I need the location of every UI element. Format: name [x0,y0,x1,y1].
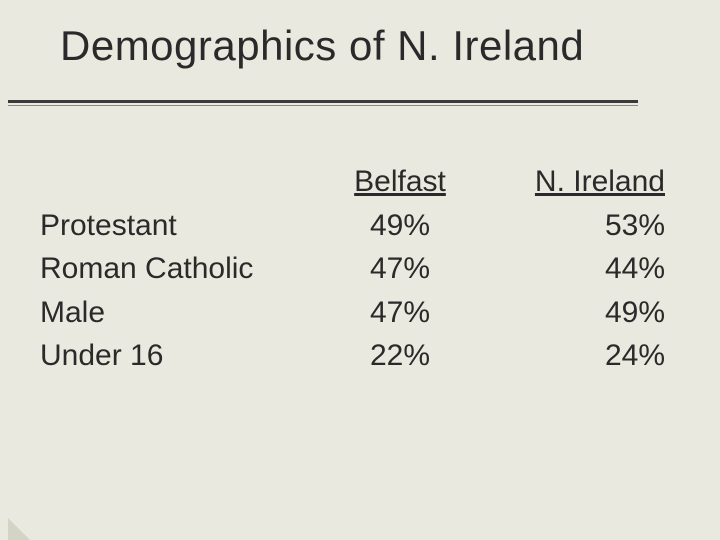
table-row: Roman Catholic 47% 44% [40,247,680,291]
row-label: Under 16 [40,334,325,378]
cell-belfast: 22% [325,334,475,378]
table-row: Male 47% 49% [40,291,680,335]
cell-nireland: 53% [475,204,665,248]
cell-nireland: 24% [475,334,665,378]
demographics-table: Belfast N. Ireland Protestant 49% 53% Ro… [40,160,680,378]
row-label: Roman Catholic [40,247,325,291]
row-label: Male [40,291,325,335]
column-header-belfast: Belfast [325,160,475,204]
row-label: Protestant [40,204,325,248]
cell-belfast: 47% [325,291,475,335]
header-blank [40,160,325,204]
slide: Demographics of N. Ireland Belfast N. Ir… [0,0,720,540]
column-header-nireland: N. Ireland [475,160,665,204]
table-row: Protestant 49% 53% [40,204,680,248]
table-row: Under 16 22% 24% [40,334,680,378]
slide-title: Demographics of N. Ireland [60,22,584,70]
cell-belfast: 47% [325,247,475,291]
table-header-row: Belfast N. Ireland [40,160,680,204]
cell-nireland: 49% [475,291,665,335]
title-rule [0,100,720,106]
corner-notch-icon [8,518,30,540]
cell-belfast: 49% [325,204,475,248]
cell-nireland: 44% [475,247,665,291]
